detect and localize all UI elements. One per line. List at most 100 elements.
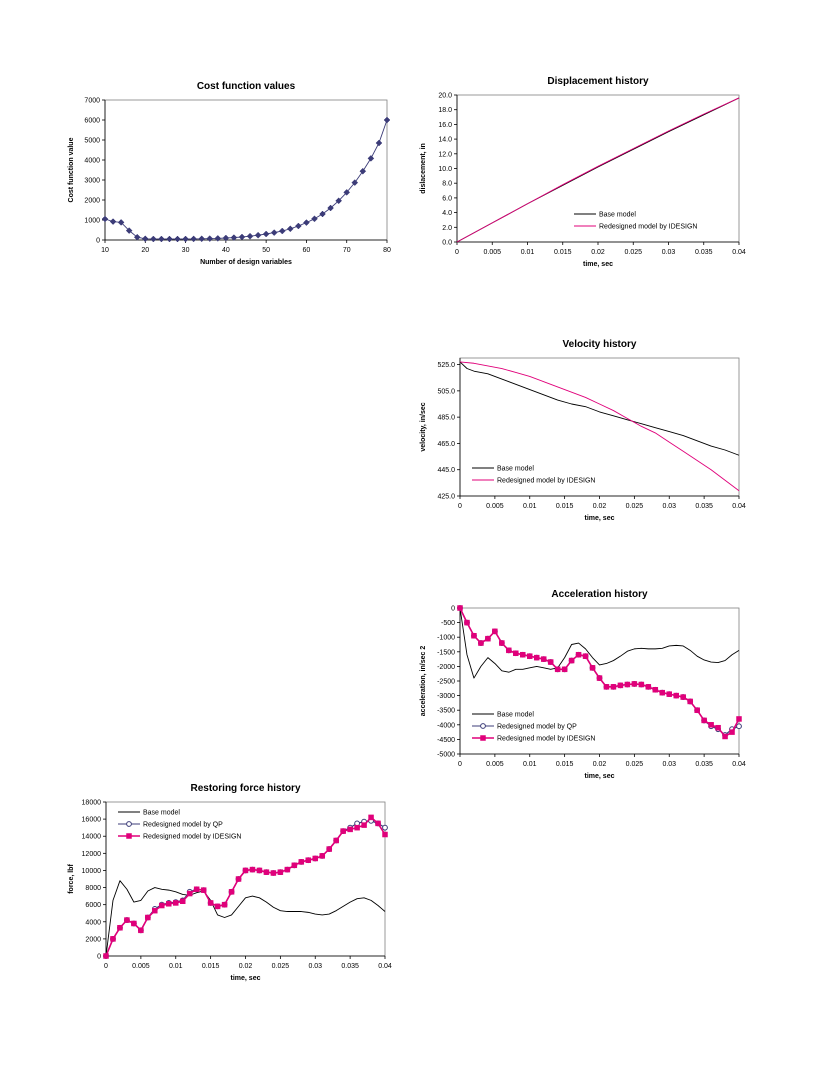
data-point [687,698,693,705]
data-point [145,914,151,921]
y-tick-label: 505.0 [437,388,455,395]
y-tick-label: 16.0 [438,122,452,129]
data-point [659,689,666,696]
legend-label: Base model [497,466,534,473]
data-point [284,866,291,873]
legend: Base model Redesigned model by IDESIGN [472,466,595,485]
data-point [152,907,158,914]
series-1 [456,97,740,243]
force-svg: Restoring force history 0 2000 4000 6000 8000… [68,783,392,982]
data-point [513,650,519,657]
y-tick-label: 16000 [82,817,102,824]
y-tick-label: 10000 [82,868,102,875]
y-tick-label: -2500 [437,679,455,686]
x-tick-label: 0.01 [523,503,537,510]
data-point [103,953,109,959]
legend-label: Redesigned model by IDESIGN [497,736,595,743]
data-point [319,210,326,218]
y-tick-label: -3000 [437,693,455,700]
series-1 [101,116,391,243]
data-point [375,820,381,827]
x-tick-label: 0.02 [593,503,607,510]
data-point [149,235,157,243]
data-point [582,653,589,659]
x-tick-label: 0.04 [732,761,746,768]
series-line [104,119,388,240]
y-tick-label: -500 [441,620,455,627]
data-point [722,733,728,740]
data-point [262,230,270,238]
x-tick-label: 0.035 [695,249,713,256]
y-tick-label: 12000 [82,851,102,858]
y-tick-label: 0.0 [442,240,452,247]
y-axis-label: dislacement, in [420,143,427,194]
x-tick-label: 0.01 [523,761,537,768]
data-point [200,887,207,893]
data-point [520,651,526,658]
data-point [214,235,222,242]
x-tick-label: 0.04 [732,503,746,510]
data-point [533,654,540,661]
data-point [478,640,484,646]
x-tick-label: 0.035 [341,963,359,970]
data-point [694,707,700,713]
x-tick-label: 0.04 [378,963,392,970]
x-tick-label: 30 [182,247,190,254]
data-point [278,227,286,235]
data-point [173,900,179,906]
x-tick-label: 0.005 [483,249,501,256]
y-tick-label: -1000 [437,635,455,642]
data-point [382,824,388,831]
y-tick-label: -5000 [437,752,455,759]
data-point [736,716,742,722]
acceleration-history-chart: Acceleration history -5000 -4500 -4000 -3500… [412,582,757,792]
data-point [263,869,270,875]
x-tick-label: 0.02 [239,963,253,970]
data-point [335,197,343,205]
x-tick-label: 0.03 [662,761,676,768]
data-point [383,116,391,124]
data-point [186,890,193,897]
data-point [190,235,197,243]
y-tick-label: -4000 [437,722,455,729]
y-axis-label: velocity, in/sec [420,402,427,451]
series-1 [105,880,386,957]
legend: Base model Redesigned model by QP Redesign… [472,712,595,743]
data-point [311,215,318,223]
y-tick-label: 2000 [84,198,100,205]
data-point [382,831,388,838]
data-point [238,233,246,241]
data-point [141,235,149,243]
chart-title: Acceleration history [551,589,648,600]
legend-label: Redesigned model by IDESIGN [143,834,241,841]
data-point [235,876,242,882]
data-point [368,814,374,821]
data-point [575,651,582,658]
data-point [242,867,249,874]
x-tick-label: 80 [383,247,391,254]
y-tick-label: -1500 [437,649,455,656]
data-point [124,917,130,923]
data-point [254,231,262,239]
data-point [652,687,659,693]
chart-title: Displacement history [547,76,649,87]
series-line [459,361,740,492]
legend-label: Base model [599,212,636,219]
data-point [610,684,617,690]
plot-area [104,99,388,241]
data-point [182,235,189,243]
series-1 [459,361,740,456]
y-tick-label: 18000 [82,800,102,807]
data-point [138,927,144,934]
data-point [499,640,505,646]
y-tick-label: 5000 [84,138,100,145]
series-3 [457,605,742,740]
y-tick-label: 0 [97,954,101,961]
data-point [708,722,714,728]
data-point [166,901,172,907]
data-point [228,889,235,895]
data-point [715,724,721,731]
x-tick-label: 0.04 [732,249,746,256]
series-line [105,880,386,957]
acc-svg: Acceleration history-5000-4500-4000-3500… [420,589,746,780]
